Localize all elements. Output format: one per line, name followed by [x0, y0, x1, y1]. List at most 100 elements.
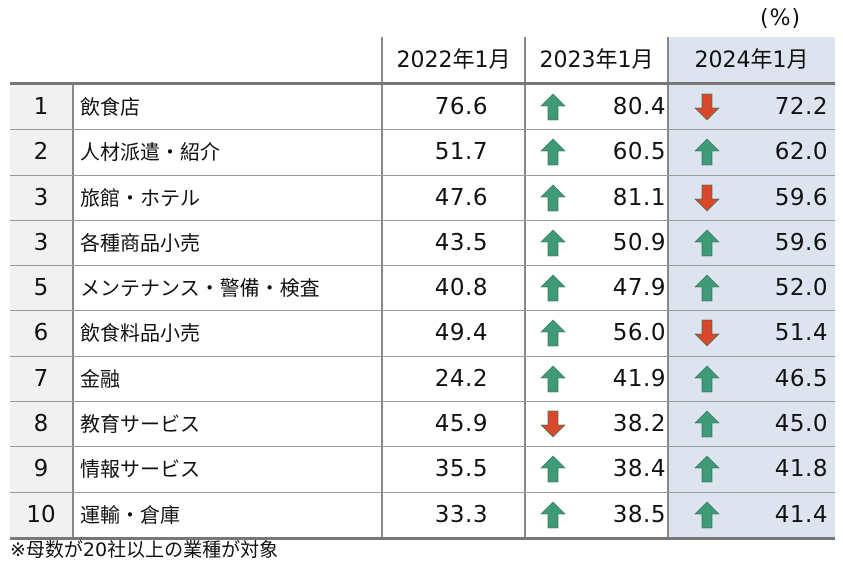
value-2022: 76.6: [434, 94, 488, 120]
table-row: 3 旅館・ホテル 47.6 81.1 59.6: [10, 175, 835, 221]
table-row: 5 メンテナンス・警備・検査 40.8 47.9 52.0: [10, 266, 835, 312]
up-arrow-icon: [540, 184, 566, 211]
rank-cell: 7: [10, 356, 72, 402]
column-divider: [524, 447, 526, 492]
up-arrow-icon: [694, 455, 720, 483]
header-divider: [381, 37, 383, 82]
up-arrow-icon: [694, 274, 720, 302]
rank-cell: 9: [10, 447, 72, 492]
value-2024: 41.8: [774, 456, 828, 483]
up-arrow-icon: [540, 455, 566, 483]
column-divider: [524, 492, 526, 537]
value-2022: 49.4: [434, 320, 488, 347]
value-2022: 43.5: [434, 229, 488, 256]
industry-cell: 人材派遣・紹介: [80, 140, 220, 165]
column-divider: [524, 356, 526, 402]
column-divider: [667, 130, 669, 175]
column-divider: [667, 220, 669, 266]
industry-cell: 教育サービス: [80, 412, 200, 437]
column-divider: [667, 356, 669, 402]
highlight-column-bg: [668, 130, 835, 175]
up-arrow-icon: [694, 365, 720, 393]
value-2023: 50.9: [612, 229, 666, 256]
column-divider: [667, 402, 669, 447]
highlight-column-bg: [668, 447, 835, 492]
column-divider: [381, 85, 383, 130]
industry-cell: 飲食料品小売: [80, 321, 200, 346]
column-divider: [381, 402, 383, 447]
table-row: 3 各種商品小売 43.5 50.9 59.6: [10, 220, 835, 267]
down-arrow-icon: [694, 320, 720, 347]
column-divider: [381, 447, 383, 492]
highlight-column-bg: [668, 356, 835, 402]
column-divider: [524, 266, 526, 311]
rank-divider: [72, 266, 74, 311]
value-2024: 59.6: [774, 184, 828, 211]
rank-cell: 10: [10, 492, 72, 537]
highlight-column-bg: [668, 311, 835, 356]
value-2022: 51.7: [434, 139, 488, 166]
up-arrow-icon: [540, 365, 566, 393]
industry-cell: メンテナンス・警備・検査: [80, 276, 320, 301]
value-2023: 56.0: [612, 320, 666, 347]
rank-cell: 6: [10, 311, 72, 356]
unit-label: (%): [760, 6, 802, 31]
rank-cell: 1: [10, 85, 72, 130]
value-2024: 45.0: [774, 411, 828, 438]
column-divider: [524, 130, 526, 175]
value-2022: 33.3: [434, 501, 488, 528]
value-2023: 41.9: [612, 365, 666, 392]
table-body: 1 飲食店 76.6 80.4 72.2 2 人材派遣・紹介 51.7: [10, 82, 835, 540]
up-arrow-icon: [540, 501, 566, 528]
rank-divider: [72, 447, 74, 492]
column-divider: [524, 85, 526, 130]
rank-cell: 5: [10, 266, 72, 311]
header-divider: [524, 37, 526, 82]
column-divider: [381, 311, 383, 356]
rank-cell: 3: [10, 175, 72, 220]
column-divider: [667, 492, 669, 537]
up-arrow-icon: [694, 229, 720, 257]
table-row: 7 金融 24.2 41.9 46.5: [10, 356, 835, 403]
rank-divider: [72, 130, 74, 175]
table-header: 2022年1月 2023年1月 2024年1月: [10, 37, 835, 82]
rank-divider: [72, 85, 74, 130]
down-arrow-icon: [694, 93, 720, 121]
rank-cell: 8: [10, 402, 72, 447]
value-2023: 47.9: [612, 275, 666, 302]
industry-cell: 飲食店: [80, 95, 140, 119]
rank-divider: [72, 311, 74, 356]
value-2022: 40.8: [434, 275, 488, 302]
rank-divider: [72, 220, 74, 266]
column-divider: [524, 175, 526, 220]
header-divider: [667, 37, 669, 82]
column-divider: [524, 220, 526, 266]
rank-divider: [72, 356, 74, 402]
up-arrow-icon: [540, 138, 566, 166]
highlight-column-bg: [668, 402, 835, 447]
column-divider: [381, 220, 383, 266]
value-2023: 38.4: [612, 456, 666, 483]
industry-cell: 金融: [80, 366, 120, 391]
header-2023: 2023年1月: [539, 48, 654, 73]
rank-divider: [72, 492, 74, 537]
value-2023: 60.5: [612, 139, 666, 166]
table-row: 6 飲食料品小売 49.4 56.0 51.4: [10, 311, 835, 357]
table-row: 8 教育サービス 45.9 38.2 45.0: [10, 402, 835, 448]
header-2024: 2024年1月: [668, 37, 835, 82]
value-2023: 81.1: [612, 184, 666, 211]
table-row: 10 運輸・倉庫 33.3 38.5 41.4: [10, 492, 835, 537]
table-row: 1 飲食店 76.6 80.4 72.2: [10, 85, 835, 131]
value-2022: 35.5: [434, 456, 488, 483]
value-2024: 72.2: [774, 94, 828, 120]
up-arrow-icon: [694, 138, 720, 166]
industry-cell: 情報サービス: [80, 457, 200, 482]
column-divider: [667, 175, 669, 220]
industry-cell: 旅館・ホテル: [80, 185, 200, 210]
industry-cell: 運輸・倉庫: [80, 502, 180, 527]
rank-cell: 3: [10, 220, 72, 266]
header-2022: 2022年1月: [396, 48, 511, 73]
up-arrow-icon: [540, 93, 566, 121]
value-2022: 47.6: [434, 184, 488, 211]
up-arrow-icon: [694, 410, 720, 438]
